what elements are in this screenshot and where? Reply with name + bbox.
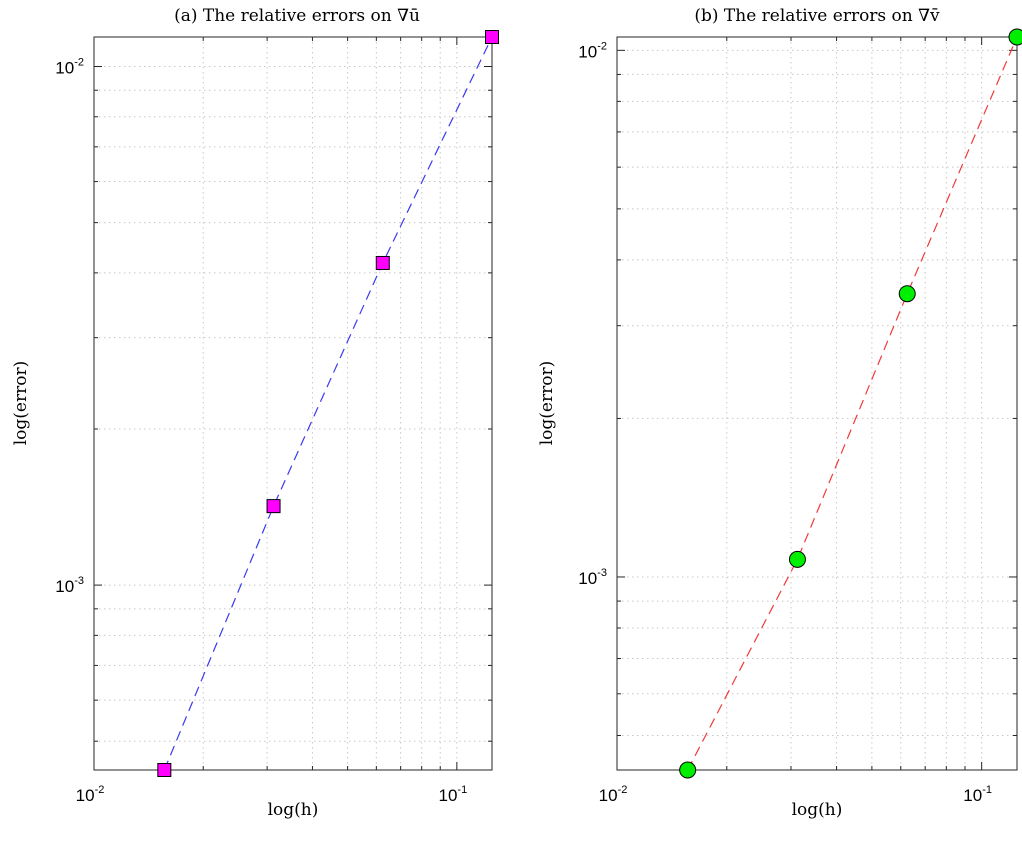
- y-axis-label-b: log(error): [537, 361, 557, 446]
- plot-area-b: [616, 36, 1018, 771]
- x-tick-label: 10-1: [963, 784, 992, 805]
- y-axis-label-a: log(error): [11, 361, 31, 446]
- data-point: [1008, 28, 1022, 46]
- data-point: [898, 285, 916, 303]
- grid-b: [617, 37, 1017, 770]
- data-point: [788, 550, 806, 568]
- data-point: [679, 761, 697, 779]
- grid-a: [94, 37, 492, 770]
- data-point: [485, 30, 499, 44]
- x-tick-label: 10-2: [76, 784, 105, 805]
- data-point: [375, 255, 390, 270]
- markers-b: [679, 28, 1022, 779]
- y-tick-label: 10-2: [578, 40, 607, 61]
- x-axis-label-b: log(h): [792, 800, 843, 820]
- chart-title-a: (a) The relative errors on ∇ū: [174, 6, 420, 26]
- x-tick-label: 10-1: [438, 784, 467, 805]
- data-point: [266, 499, 281, 514]
- y-tick-label: 10-3: [55, 575, 84, 596]
- ticks-a: 10-2 10-1 10-3 10-2: [55, 37, 492, 805]
- plot-area-a: [93, 36, 493, 771]
- markers-a: [157, 30, 499, 777]
- y-tick-label: 10-3: [578, 567, 607, 588]
- x-axis-label-a: log(h): [268, 800, 319, 820]
- ticks-b: 10-2 10-1 10-3 10-2: [578, 37, 1017, 805]
- series-line-b: [687, 36, 1018, 771]
- chart-title-b: (b) The relative errors on ∇v̄: [694, 6, 940, 26]
- series-line-a: [163, 36, 493, 771]
- y-tick-label: 10-2: [55, 57, 84, 78]
- data-point: [157, 763, 172, 777]
- x-tick-label: 10-2: [599, 784, 628, 805]
- panel-a: 10-2 10-1 10-3 10-2 (a) The relative errors…: [11, 6, 499, 820]
- panel-b: 10-2 10-1 10-3 10-2 (b) The relative errors…: [537, 6, 1022, 820]
